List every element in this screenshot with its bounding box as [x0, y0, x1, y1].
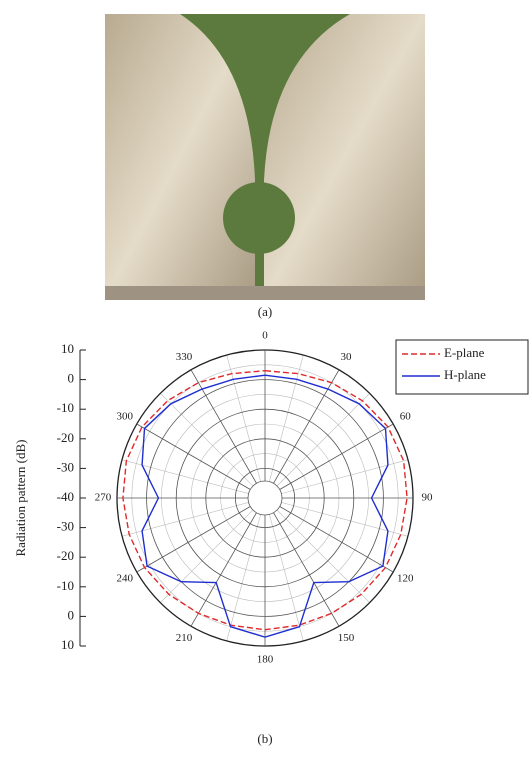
legend-label: E-plane — [444, 345, 485, 360]
center-hole — [248, 481, 282, 515]
r-tick-label: -20 — [57, 548, 74, 563]
theta-tick-label: 120 — [397, 573, 414, 585]
theta-tick-label: 240 — [116, 573, 133, 585]
legend-label: H-plane — [444, 367, 486, 382]
theta-tick-label: 0 — [262, 330, 268, 342]
theta-tick-label: 300 — [116, 411, 133, 423]
minor-grid — [160, 393, 265, 498]
r-tick-label: -10 — [57, 578, 74, 593]
theta-tick-label: 210 — [176, 632, 193, 644]
minor-grid — [160, 498, 265, 603]
r-tick-label: 0 — [68, 607, 75, 622]
theta-tick-label: 330 — [176, 351, 193, 363]
photo — [105, 14, 425, 300]
theta-tick-label: 60 — [400, 411, 412, 423]
minor-grid — [227, 498, 265, 641]
r-tick-label: -20 — [57, 430, 74, 445]
r-tick-label: -10 — [57, 400, 74, 415]
minor-grid — [122, 498, 265, 536]
theta-tick-label: 30 — [341, 351, 353, 363]
r-tick-label: -30 — [57, 519, 74, 534]
r-tick-label: 10 — [61, 341, 74, 356]
theta-tick-label: 180 — [257, 654, 274, 666]
r-tick-label: -40 — [57, 489, 74, 504]
minor-grid — [265, 498, 303, 641]
r-tick-label: 10 — [61, 637, 74, 652]
legend: E-plane H-plane — [396, 340, 528, 394]
r-tick-label: 0 — [68, 371, 75, 386]
r-tick-label: -30 — [57, 459, 74, 474]
panel-label: (b) — [257, 731, 272, 746]
figure: (a) (b) Radiation pattern (dB) E-plane H-… — [0, 0, 531, 753]
theta-tick-label: 270 — [95, 492, 112, 504]
minor-grid — [265, 498, 408, 536]
axis-title: Radiation pattern (dB) — [13, 440, 28, 557]
minor-grid — [122, 460, 265, 498]
minor-grid — [265, 498, 370, 603]
theta-tick-label: 90 — [422, 492, 434, 504]
minor-grid — [265, 393, 370, 498]
theta-tick-label: 150 — [338, 632, 355, 644]
minor-grid — [265, 460, 408, 498]
panel-label: (a) — [258, 304, 272, 319]
page: {"figure": {"label_a": "(a)", "label_b":… — [0, 0, 531, 753]
